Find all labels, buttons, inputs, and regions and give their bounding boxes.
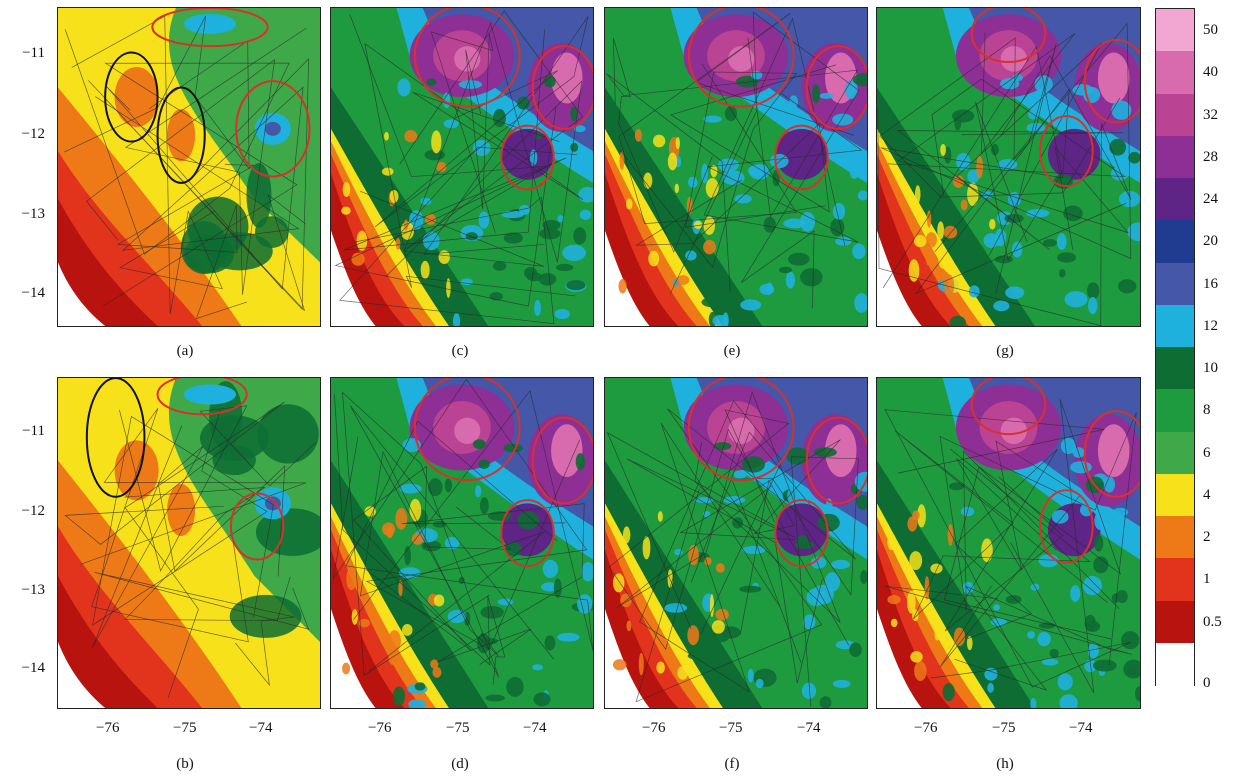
x-tick-label: −74 — [1069, 720, 1093, 736]
colorbar-swatch — [1156, 431, 1194, 475]
map-panel-b — [57, 377, 321, 709]
map-panel-h — [876, 377, 1141, 709]
x-tick-label: −75 — [173, 720, 197, 736]
colorbar-swatch — [1156, 135, 1194, 179]
x-tick-label: −75 — [992, 720, 1016, 736]
colorbar-label: 8 — [1203, 402, 1211, 419]
y-tick-label: −14 — [21, 285, 45, 301]
map-panel-f — [604, 377, 868, 709]
panel-label-c: (c) — [451, 343, 469, 359]
y-tick-label: −11 — [22, 45, 45, 61]
colorbar-label: 1 — [1203, 571, 1211, 588]
colorbar-label: 50 — [1203, 22, 1218, 39]
precipitation-map — [877, 378, 1140, 708]
colorbar-swatch — [1156, 516, 1194, 559]
panel-label-e: (e) — [723, 343, 741, 359]
panel-label-a: (a) — [176, 343, 194, 359]
panel-label-f: (f) — [724, 756, 740, 772]
colorbar-label: 12 — [1203, 317, 1218, 334]
colorbar-label: 10 — [1203, 360, 1218, 377]
colorbar-swatch — [1156, 93, 1194, 137]
precipitation-map — [331, 378, 593, 708]
colorbar-swatch — [1156, 347, 1194, 390]
colorbar-label: 0 — [1203, 675, 1211, 691]
colorbar-label: 16 — [1203, 275, 1218, 292]
x-tick-label: −74 — [523, 720, 547, 736]
colorbar-swatch — [1156, 220, 1194, 263]
colorbar-label: 4 — [1203, 486, 1211, 503]
precipitation-map — [58, 378, 320, 708]
map-panel-d — [330, 377, 594, 709]
colorbar-swatch — [1156, 558, 1194, 601]
colorbar-swatch — [1156, 178, 1194, 221]
precipitation-map — [58, 8, 320, 326]
colorbar-label: 24 — [1203, 191, 1218, 208]
colorbar-swatch — [1156, 51, 1194, 94]
precipitation-map — [605, 8, 867, 326]
panel-label-h: (h) — [996, 756, 1014, 772]
y-tick-label: −13 — [21, 582, 45, 598]
colorbar-label: 6 — [1203, 444, 1211, 461]
map-panel-e — [604, 7, 868, 327]
colorbar-swatch — [1156, 600, 1194, 644]
x-tick-label: −76 — [368, 720, 392, 736]
colorbar-swatch — [1156, 473, 1194, 517]
x-tick-label: −74 — [249, 720, 273, 736]
x-tick-label: −76 — [642, 720, 666, 736]
y-tick-label: −14 — [21, 660, 45, 676]
colorbar-swatch — [1156, 262, 1194, 306]
precipitation-map — [605, 378, 867, 708]
precipitation-map — [877, 8, 1140, 326]
x-tick-label: −75 — [719, 720, 743, 736]
x-tick-label: −76 — [96, 720, 120, 736]
x-tick-label: −76 — [914, 720, 938, 736]
colorbar-label: 28 — [1203, 148, 1218, 165]
x-tick-label: −74 — [797, 720, 821, 736]
y-tick-label: −12 — [21, 503, 45, 519]
map-panel-c — [330, 7, 594, 327]
map-panel-g — [876, 7, 1141, 327]
colorbar-label: 20 — [1203, 233, 1218, 250]
colorbar-label: 32 — [1203, 106, 1218, 123]
colorbar-label: 0.5 — [1203, 613, 1222, 630]
colorbar-swatch — [1156, 389, 1194, 432]
colorbar-swatch — [1156, 9, 1194, 52]
panel-label-b: (b) — [176, 756, 194, 772]
y-tick-label: −13 — [21, 206, 45, 222]
colorbar-label: 40 — [1203, 64, 1218, 81]
colorbar — [1155, 8, 1195, 686]
colorbar-label: 2 — [1203, 529, 1211, 546]
panel-label-d: (d) — [451, 756, 469, 772]
y-tick-label: −12 — [21, 126, 45, 142]
colorbar-swatch — [1156, 642, 1194, 686]
y-tick-label: −11 — [22, 423, 45, 439]
x-tick-label: −75 — [446, 720, 470, 736]
colorbar-swatch — [1156, 304, 1194, 348]
panel-label-g: (g) — [996, 343, 1014, 359]
precipitation-map — [331, 8, 593, 326]
map-panel-a — [57, 7, 321, 327]
